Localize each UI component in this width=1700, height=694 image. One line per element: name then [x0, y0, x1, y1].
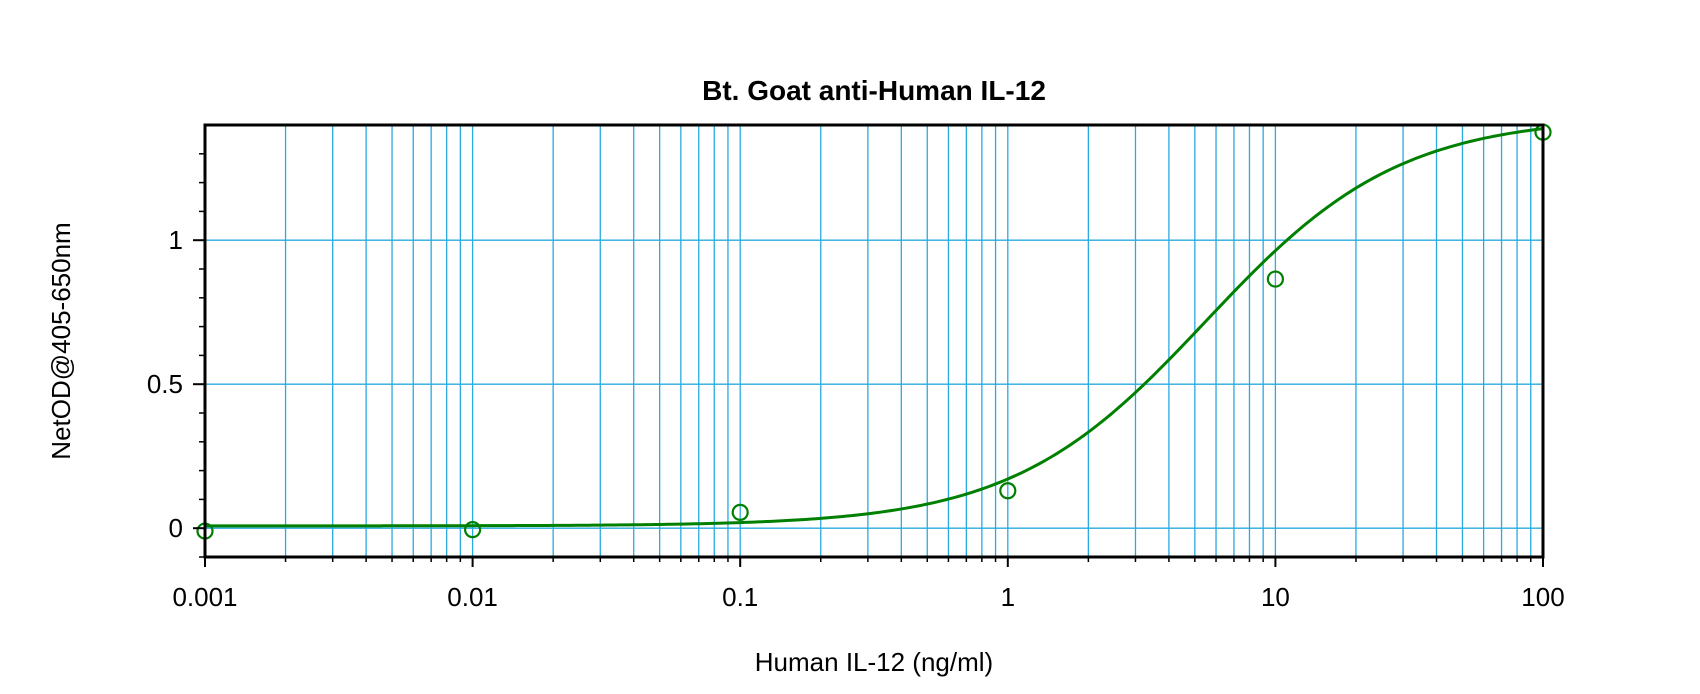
x-tick-label: 1: [1001, 582, 1015, 612]
y-tick-label: 0.5: [147, 369, 183, 399]
tick-labels: 0.001 0.01 0.1 1 10 100 0 0.5 1: [147, 225, 1565, 612]
x-tick-label: 100: [1521, 582, 1564, 612]
x-tick-label: 0.01: [447, 582, 498, 612]
y-tick-label: 0: [169, 513, 183, 543]
grid: [205, 125, 1543, 557]
data-points: [196, 123, 1552, 540]
x-tick-label: 10: [1261, 582, 1290, 612]
y-axis-label: NetOD@405-650nm: [46, 222, 76, 459]
y-tick-label: 1: [169, 225, 183, 255]
x-tick-label: 0.001: [172, 582, 237, 612]
plot-frame: [203, 123, 1545, 559]
axis-ticks: [193, 153, 1544, 567]
fit-curve-layer: [205, 127, 1544, 528]
data-point: [999, 482, 1017, 500]
x-axis-label: Human IL-12 (ng/ml): [755, 647, 993, 677]
data-point: [731, 503, 749, 521]
fit-curve: [205, 127, 1544, 528]
data-point: [464, 521, 482, 539]
chart-title: Bt. Goat anti-Human IL-12: [702, 75, 1046, 106]
x-tick-label: 0.1: [722, 582, 758, 612]
data-point: [1266, 270, 1285, 288]
